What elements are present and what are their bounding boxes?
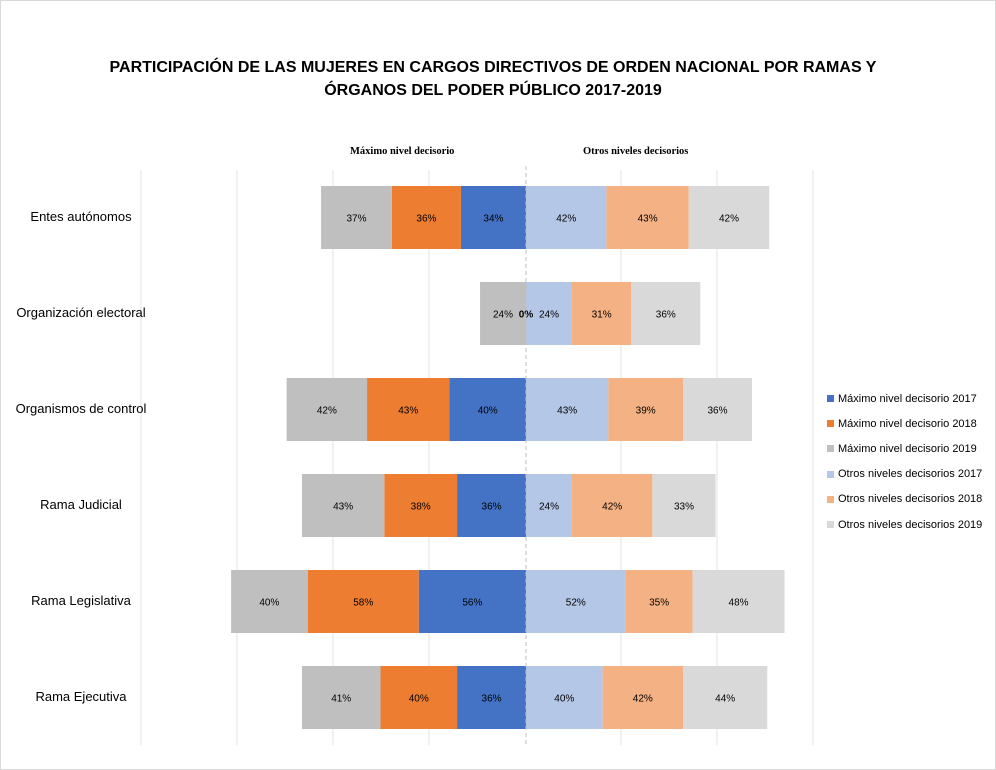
bar-segment bbox=[460, 186, 526, 249]
bar-segment bbox=[571, 282, 632, 345]
chart-title-line-1: PARTICIPACIÓN DE LAS MUJERES EN CARGOS D… bbox=[109, 59, 877, 76]
data-label: 36% bbox=[416, 214, 436, 225]
data-label: 42% bbox=[602, 502, 622, 513]
data-label: 40% bbox=[554, 694, 574, 705]
category-label: Organización electoral bbox=[16, 304, 146, 320]
bar-segment bbox=[526, 474, 572, 537]
bar-segment bbox=[652, 474, 716, 537]
bar-segment bbox=[606, 186, 689, 249]
data-label: 43% bbox=[333, 502, 353, 513]
data-label: 42% bbox=[633, 694, 653, 705]
data-label: 58% bbox=[353, 598, 373, 609]
bar-segment bbox=[625, 570, 693, 633]
data-label: 42% bbox=[317, 406, 337, 417]
bar-segment bbox=[457, 666, 526, 729]
legend-swatch bbox=[827, 420, 834, 428]
bar-segment bbox=[526, 282, 572, 345]
data-label: 44% bbox=[715, 694, 735, 705]
data-label: 31% bbox=[592, 310, 612, 321]
legend: Máximo nivel decisorio 2017 Máximo nivel … bbox=[827, 386, 982, 537]
data-label: 52% bbox=[566, 598, 586, 609]
bar-segment bbox=[301, 474, 385, 537]
bar-segment bbox=[231, 570, 308, 633]
data-label: 39% bbox=[636, 406, 656, 417]
bar-segment bbox=[367, 378, 450, 441]
bar-segment bbox=[384, 474, 458, 537]
bar-segment bbox=[526, 186, 607, 249]
data-label: 38% bbox=[411, 502, 431, 513]
bar-segment bbox=[457, 474, 526, 537]
bar-segment bbox=[526, 666, 603, 729]
bar-segment bbox=[286, 378, 368, 441]
legend-swatch bbox=[827, 445, 834, 453]
legend-item: Otros niveles decisorios 2017 bbox=[827, 462, 982, 487]
legend-swatch bbox=[827, 470, 834, 478]
legend-item: Otros niveles decisorios 2018 bbox=[827, 487, 982, 512]
bar-segment bbox=[301, 666, 381, 729]
data-label: 36% bbox=[482, 694, 502, 705]
bar-segment bbox=[602, 666, 684, 729]
data-label: 24% bbox=[493, 310, 513, 321]
bar-segment bbox=[608, 378, 684, 441]
legend-label: Otros niveles decisorios 2018 bbox=[838, 493, 983, 506]
data-label: 36% bbox=[656, 310, 676, 321]
data-label: 43% bbox=[557, 406, 577, 417]
bar-segment bbox=[380, 666, 458, 729]
data-label: 36% bbox=[707, 406, 727, 417]
data-label: 42% bbox=[719, 214, 739, 225]
legend-label: Máximo nivel decisorio 2019 bbox=[838, 442, 977, 455]
legend-label: Otros niveles decisorios 2019 bbox=[838, 518, 983, 531]
bar-segment bbox=[480, 282, 526, 345]
data-label: 41% bbox=[331, 694, 351, 705]
legend-swatch bbox=[827, 495, 834, 503]
right-column-header: Otros niveles decisorios bbox=[583, 146, 689, 157]
bar-segment bbox=[526, 378, 609, 441]
legend-item: Otros niveles decisorios 2019 bbox=[827, 512, 982, 537]
legend-swatch bbox=[827, 395, 834, 403]
category-label: Organismos de control bbox=[15, 400, 147, 416]
data-label: 33% bbox=[674, 502, 694, 513]
category-label: Rama Judicial bbox=[40, 496, 122, 512]
bar-segment bbox=[692, 570, 785, 633]
data-label: 24% bbox=[539, 310, 559, 321]
bar-segment bbox=[321, 186, 392, 249]
chart-title: PARTICIPACIÓN DE LAS MUJERES EN CARGOS D… bbox=[0, 56, 986, 102]
data-label: 37% bbox=[347, 214, 367, 225]
bar-segment bbox=[631, 282, 701, 345]
left-column-header: Máximo nivel decisorio bbox=[350, 146, 455, 157]
bar-segment bbox=[688, 186, 770, 249]
bar-segment bbox=[526, 570, 626, 633]
data-label: 40% bbox=[259, 598, 279, 609]
bar-segment bbox=[307, 570, 419, 633]
legend-item: Máximo nivel decisorio 2018 bbox=[827, 411, 982, 436]
data-label: 36% bbox=[482, 502, 502, 513]
bar-segment bbox=[683, 666, 768, 729]
bar-segment bbox=[449, 378, 526, 441]
bar-segment bbox=[571, 474, 653, 537]
bar-segment bbox=[418, 570, 526, 633]
data-label: 40% bbox=[478, 406, 498, 417]
legend-label: Máximo nivel decisorio 2018 bbox=[838, 417, 977, 430]
data-label: 40% bbox=[409, 694, 429, 705]
data-label: 42% bbox=[556, 214, 576, 225]
data-label: 24% bbox=[539, 502, 559, 513]
legend-item: Máximo nivel decisorio 2017 bbox=[827, 386, 982, 411]
legend-label: Máximo nivel decisorio 2017 bbox=[838, 392, 977, 405]
category-label: Entes autónomos bbox=[30, 208, 132, 224]
data-label: 43% bbox=[638, 214, 658, 225]
legend-label: Otros niveles decisorios 2017 bbox=[838, 468, 983, 481]
legend-item: Máximo nivel decisorio 2019 bbox=[827, 436, 982, 461]
data-label: 56% bbox=[462, 598, 482, 609]
data-label: 34% bbox=[483, 214, 503, 225]
legend-swatch bbox=[827, 521, 834, 529]
data-label: 43% bbox=[398, 406, 418, 417]
bar-segment bbox=[683, 378, 752, 441]
bar-segment bbox=[391, 186, 461, 249]
category-label: Rama Ejecutiva bbox=[35, 688, 127, 704]
category-label: Rama Legislativa bbox=[31, 592, 131, 608]
data-label: 35% bbox=[649, 598, 669, 609]
data-label: 48% bbox=[729, 598, 749, 609]
chart-title-line-2: ÓRGANOS DEL PODER PÚBLICO 2017-2019 bbox=[324, 82, 662, 99]
